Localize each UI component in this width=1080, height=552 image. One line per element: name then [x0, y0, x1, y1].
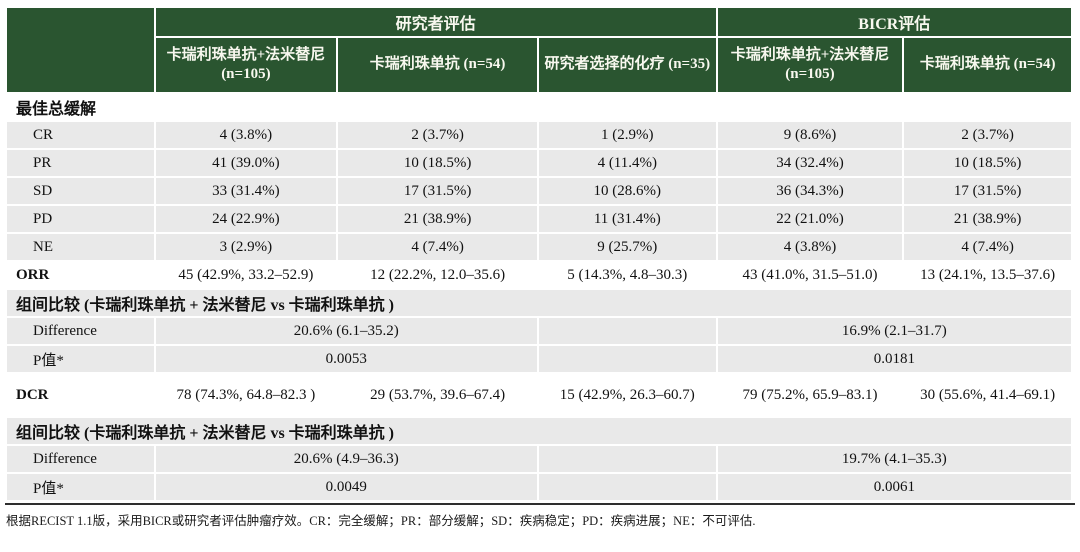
data-cell: 10 (18.5%): [904, 150, 1071, 176]
data-cell: 9 (25.7%): [538, 234, 716, 260]
empty-cell: [538, 318, 716, 344]
table-row-dcr: DCR 78 (74.3%, 64.8–82.3 ) 29 (53.7%, 39…: [7, 374, 1071, 416]
merged-cell-investigator: 0.0049: [155, 474, 537, 500]
data-cell: 12 (22.2%, 12.0–35.6): [338, 262, 537, 288]
data-cell: 4 (3.8%): [717, 234, 903, 260]
table-row-pvalue-orr: P值* 0.0053 0.0181: [7, 346, 1071, 372]
data-cell: 10 (18.5%): [338, 150, 537, 176]
column-header-camre-bicr: 卡瑞利珠单抗 (n=54): [904, 38, 1071, 92]
results-table-container: 研究者评估 BICR评估 卡瑞利珠单抗+法米替尼 (n=105) 卡瑞利珠单抗 …: [5, 6, 1075, 505]
table-row-pd: PD 24 (22.9%) 21 (38.9%) 11 (31.4%) 22 (…: [7, 206, 1071, 232]
section-header: 组间比较 (卡瑞利珠单抗 + 法米替尼 vs 卡瑞利珠单抗 ): [7, 418, 1071, 444]
table-row-difference-orr: Difference 20.6% (6.1–35.2) 16.9% (2.1–3…: [7, 318, 1071, 344]
group-header-investigator: 研究者评估: [155, 8, 716, 36]
table-row-orr: ORR 45 (42.9%, 33.2–52.9) 12 (22.2%, 12.…: [7, 262, 1071, 288]
data-cell: 3 (2.9%): [155, 234, 337, 260]
data-cell: 13 (24.1%, 13.5–37.6): [904, 262, 1071, 288]
data-cell: 33 (31.4%): [155, 178, 337, 204]
row-label: Difference: [7, 446, 154, 472]
section-header: 最佳总缓解: [7, 94, 1071, 120]
data-cell: 10 (28.6%): [538, 178, 716, 204]
data-cell: 15 (42.9%, 26.3–60.7): [538, 374, 716, 416]
data-cell: 1 (2.9%): [538, 122, 716, 148]
data-cell: 79 (75.2%, 65.9–83.1): [717, 374, 903, 416]
section-header: 组间比较 (卡瑞利珠单抗 + 法米替尼 vs 卡瑞利珠单抗 ): [7, 290, 1071, 316]
section-row-best-overall-response: 最佳总缓解: [7, 94, 1071, 120]
table-row-ne: NE 3 (2.9%) 4 (7.4%) 9 (25.7%) 4 (3.8%) …: [7, 234, 1071, 260]
table-row-pr: PR 41 (39.0%) 10 (18.5%) 4 (11.4%) 34 (3…: [7, 150, 1071, 176]
merged-cell-bicr: 0.0181: [717, 346, 1071, 372]
merged-cell-investigator: 20.6% (6.1–35.2): [155, 318, 537, 344]
data-cell: 11 (31.4%): [538, 206, 716, 232]
empty-cell: [538, 474, 716, 500]
row-label: Difference: [7, 318, 154, 344]
data-cell: 2 (3.7%): [338, 122, 537, 148]
data-cell: 9 (8.6%): [717, 122, 903, 148]
data-cell: 17 (31.5%): [338, 178, 537, 204]
empty-cell: [538, 346, 716, 372]
column-header-camre-fami-bicr: 卡瑞利珠单抗+法米替尼 (n=105): [717, 38, 903, 92]
column-header-camre-inv: 卡瑞利珠单抗 (n=54): [338, 38, 537, 92]
row-label: SD: [7, 178, 154, 204]
data-cell: 2 (3.7%): [904, 122, 1071, 148]
row-label: PD: [7, 206, 154, 232]
data-cell: 29 (53.7%, 39.6–67.4): [338, 374, 537, 416]
data-cell: 30 (55.6%, 41.4–69.1): [904, 374, 1071, 416]
merged-cell-bicr: 19.7% (4.1–35.3): [717, 446, 1071, 472]
column-header-camre-fami-inv: 卡瑞利珠单抗+法米替尼 (n=105): [155, 38, 337, 92]
table-row-cr: CR 4 (3.8%) 2 (3.7%) 1 (2.9%) 9 (8.6%) 2…: [7, 122, 1071, 148]
data-cell: 43 (41.0%, 31.5–51.0): [717, 262, 903, 288]
row-label: ORR: [7, 262, 154, 288]
corner-cell: [7, 8, 154, 92]
footnote: 根据RECIST 1.1版，采用BICR或研究者评估肿瘤疗效。CR：完全缓解；P…: [6, 514, 756, 528]
row-label: P值*: [7, 474, 154, 500]
data-cell: 36 (34.3%): [717, 178, 903, 204]
row-label: DCR: [7, 374, 154, 416]
data-cell: 21 (38.9%): [904, 206, 1071, 232]
merged-cell-bicr: 16.9% (2.1–31.7): [717, 318, 1071, 344]
merged-cell-investigator: 20.6% (4.9–36.3): [155, 446, 537, 472]
group-header-bicr: BICR评估: [717, 8, 1071, 36]
data-cell: 4 (7.4%): [904, 234, 1071, 260]
row-label: PR: [7, 150, 154, 176]
row-label: NE: [7, 234, 154, 260]
data-cell: 17 (31.5%): [904, 178, 1071, 204]
data-cell: 22 (21.0%): [717, 206, 903, 232]
table-row-pvalue-dcr: P值* 0.0049 0.0061: [7, 474, 1071, 500]
data-cell: 45 (42.9%, 33.2–52.9): [155, 262, 337, 288]
data-cell: 5 (14.3%, 4.8–30.3): [538, 262, 716, 288]
table-row-sd: SD 33 (31.4%) 17 (31.5%) 10 (28.6%) 36 (…: [7, 178, 1071, 204]
section-row-comparison-orr: 组间比较 (卡瑞利珠单抗 + 法米替尼 vs 卡瑞利珠单抗 ): [7, 290, 1071, 316]
data-cell: 4 (7.4%): [338, 234, 537, 260]
empty-cell: [538, 446, 716, 472]
data-cell: 4 (11.4%): [538, 150, 716, 176]
data-cell: 21 (38.9%): [338, 206, 537, 232]
merged-cell-bicr: 0.0061: [717, 474, 1071, 500]
results-table: 研究者评估 BICR评估 卡瑞利珠单抗+法米替尼 (n=105) 卡瑞利珠单抗 …: [5, 6, 1073, 502]
data-cell: 4 (3.8%): [155, 122, 337, 148]
data-cell: 24 (22.9%): [155, 206, 337, 232]
data-cell: 34 (32.4%): [717, 150, 903, 176]
data-cell: 78 (74.3%, 64.8–82.3 ): [155, 374, 337, 416]
row-label: CR: [7, 122, 154, 148]
data-cell: 41 (39.0%): [155, 150, 337, 176]
column-header-chemo: 研究者选择的化疗 (n=35): [538, 38, 716, 92]
merged-cell-investigator: 0.0053: [155, 346, 537, 372]
section-row-comparison-dcr: 组间比较 (卡瑞利珠单抗 + 法米替尼 vs 卡瑞利珠单抗 ): [7, 418, 1071, 444]
row-label: P值*: [7, 346, 154, 372]
table-row-difference-dcr: Difference 20.6% (4.9–36.3) 19.7% (4.1–3…: [7, 446, 1071, 472]
